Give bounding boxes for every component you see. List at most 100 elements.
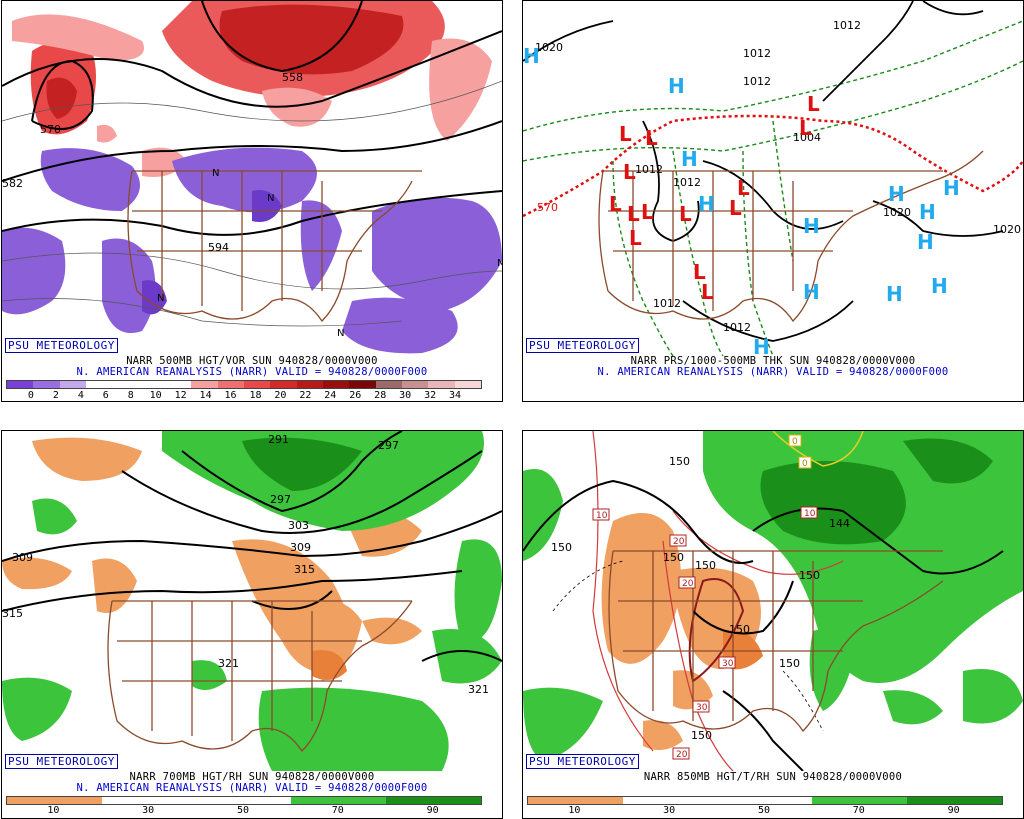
colorbar-swatch: [270, 381, 297, 388]
contour-label: 315: [294, 563, 315, 576]
colorbar-tick-label: 2: [52, 390, 59, 401]
colorbar-tick-label: 34: [449, 390, 462, 401]
vorticity-min-markers: N N N N N: [157, 168, 502, 339]
isobar-label: 1012: [743, 75, 771, 88]
temp-label: 0: [792, 437, 798, 447]
colorbar-swatch: [101, 797, 197, 804]
colorbar: [527, 796, 1003, 805]
colorbar-swatch: [85, 381, 113, 388]
thickness-label: 570: [537, 201, 558, 214]
min-marker: N: [267, 193, 274, 204]
colorbar-tick-label: 10: [568, 805, 581, 816]
low-center: L: [737, 176, 750, 200]
colorbar-swatch: [375, 381, 402, 388]
min-marker: N: [497, 258, 502, 269]
colorbar-swatch: [196, 797, 292, 804]
colorbar: [6, 380, 482, 389]
low-center: L: [623, 160, 636, 184]
contour-labels: 291 297 297 303 309 309 315 315 321 321: [2, 433, 489, 696]
colorbar-swatch: [528, 797, 623, 804]
colorbar-tick-label: 24: [324, 390, 337, 401]
high-pressure-centers: H H H H H H H H H H H H H: [523, 44, 960, 356]
isobar-label: 1012: [833, 19, 861, 32]
high-center: H: [698, 192, 715, 216]
colorbar-ticks: 0 2 4 6 8 10 12 14 16 18 20 22 24 26 28 30 32 34: [2, 390, 502, 401]
high-center: H: [668, 74, 685, 98]
psu-meteorology-label: PSU METEOROLOGY: [5, 754, 118, 769]
isobar-label: 1020: [535, 41, 563, 54]
psu-meteorology-label: PSU METEOROLOGY: [5, 338, 118, 353]
isobar-label: 1012: [653, 297, 681, 310]
high-center: H: [919, 200, 936, 224]
colorbar-tick-label: 30: [142, 805, 155, 816]
high-center: H: [943, 176, 960, 200]
colorbar-tick-label: 14: [199, 390, 212, 401]
colorbar-swatch: [812, 797, 908, 804]
panel-pressure-thickness: 1020 1012 1012 1012 1004 1012 1012 1020 …: [522, 0, 1024, 402]
contour-label: 291: [268, 433, 289, 446]
contour-label: 321: [218, 657, 239, 670]
low-center: L: [629, 226, 642, 250]
contour-label: 297: [270, 493, 291, 506]
colorbar-swatch: [349, 381, 376, 388]
contour-label: 303: [288, 519, 309, 532]
low-center: L: [609, 192, 622, 216]
temp-label: 10: [804, 509, 816, 519]
colorbar-tick-label: 70: [331, 805, 344, 816]
temp-label: 30: [722, 659, 734, 669]
colorbar-swatch: [217, 381, 244, 388]
contour-label: 150: [691, 729, 712, 742]
contour-label: 150: [551, 541, 572, 554]
psu-meteorology-label: PSU METEOROLOGY: [526, 754, 639, 769]
low-center: L: [729, 196, 742, 220]
high-center: H: [803, 280, 820, 304]
colorbar-tick-label: 26: [349, 390, 362, 401]
contour-label: 594: [208, 241, 229, 254]
colorbar-swatch: [291, 797, 387, 804]
panel-subtitle: N. AMERICAN REANALYSIS (NARR) VALID = 94…: [597, 366, 949, 378]
colorbar-swatch: [428, 381, 455, 388]
low-center: L: [645, 126, 658, 150]
colorbar-ticks: 10 30 50 70 90: [523, 805, 1023, 817]
colorbar-swatch: [59, 381, 86, 388]
high-center: H: [931, 274, 948, 298]
colorbar-swatch: [322, 381, 350, 388]
contour-label: 150: [779, 657, 800, 670]
contour-label: 150: [669, 455, 690, 468]
high-center: H: [681, 147, 698, 171]
contour-label: 144: [829, 517, 850, 530]
temp-label: 0: [802, 459, 808, 469]
colorbar-swatch: [296, 381, 323, 388]
contour-label: 558: [282, 71, 303, 84]
min-marker: N: [212, 168, 219, 179]
colorbar-tick-label: 10: [149, 390, 162, 401]
colorbar: [6, 796, 482, 805]
colorbar-swatch: [112, 381, 139, 388]
contour-label-group: 558 570 582 594: [2, 71, 303, 254]
temp-label: 20: [682, 579, 694, 589]
isobar-label: 1020: [883, 206, 911, 219]
colorbar-tick-label: 4: [77, 390, 84, 401]
contour-label: 150: [695, 559, 716, 572]
contour-label: 150: [799, 569, 820, 582]
panel-500mb-vorticity: 558 570 582 594 N N N N N PSU METEOROLOG…: [1, 0, 503, 402]
low-center: L: [679, 202, 692, 226]
colorbar-tick-label: 70: [852, 805, 865, 816]
isobar-label: 1012: [673, 176, 701, 189]
low-pressure-centers: L L L L L L L L L L L L L L: [609, 92, 820, 304]
panel-700mb-rh: 291 297 297 303 309 309 315 315 321 321 …: [1, 430, 503, 819]
colorbar-swatch: [454, 381, 481, 388]
high-center: H: [888, 182, 905, 206]
contour-label: 321: [468, 683, 489, 696]
contour-label: 570: [40, 123, 61, 136]
high-center: H: [917, 230, 934, 254]
min-marker: N: [157, 293, 164, 304]
panel-title: NARR 500MB HGT/VOR SUN 940828/0000V000: [126, 355, 378, 367]
temp-label: 20: [673, 537, 685, 547]
high-center: H: [523, 44, 540, 68]
temperature-labels: 10 20 20 30 30 20 10 0 0: [592, 434, 818, 760]
colorbar-tick-label: 10: [47, 805, 60, 816]
rh850-map: 150 150 150 150 150 150 150 150 144 10 2…: [523, 431, 1023, 771]
contour-label: 150: [663, 551, 684, 564]
low-center: L: [807, 92, 820, 116]
